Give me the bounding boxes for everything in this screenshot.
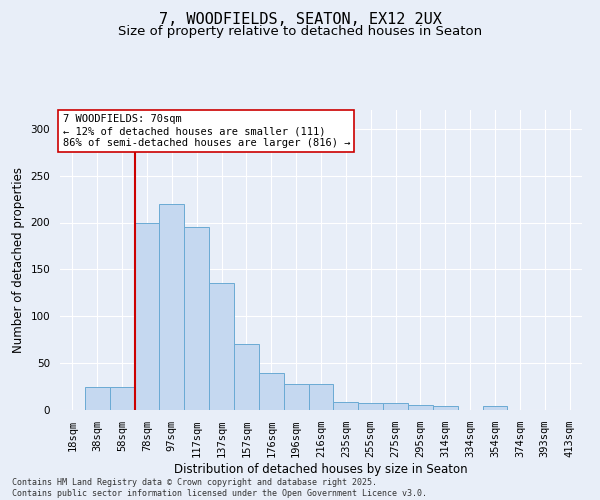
Bar [284,384,308,410]
Bar [184,227,209,410]
Bar [482,406,508,410]
Text: 7 WOODFIELDS: 70sqm
← 12% of detached houses are smaller (111)
86% of semi-detac: 7 WOODFIELDS: 70sqm ← 12% of detached ho… [62,114,350,148]
Text: Size of property relative to detached houses in Seaton: Size of property relative to detached ho… [118,25,482,38]
Bar [209,284,234,410]
Bar [160,204,184,410]
Bar [134,222,160,410]
Bar [334,402,358,410]
Text: 7, WOODFIELDS, SEATON, EX12 2UX: 7, WOODFIELDS, SEATON, EX12 2UX [158,12,442,28]
X-axis label: Distribution of detached houses by size in Seaton: Distribution of detached houses by size … [174,463,468,476]
Bar [358,402,383,410]
Bar [234,344,259,410]
Bar [259,372,284,410]
Text: Contains HM Land Registry data © Crown copyright and database right 2025.
Contai: Contains HM Land Registry data © Crown c… [12,478,427,498]
Bar [408,406,433,410]
Bar [433,406,458,410]
Bar [383,404,408,410]
Bar [110,386,134,410]
Y-axis label: Number of detached properties: Number of detached properties [12,167,25,353]
Bar [85,386,110,410]
Bar [308,384,334,410]
